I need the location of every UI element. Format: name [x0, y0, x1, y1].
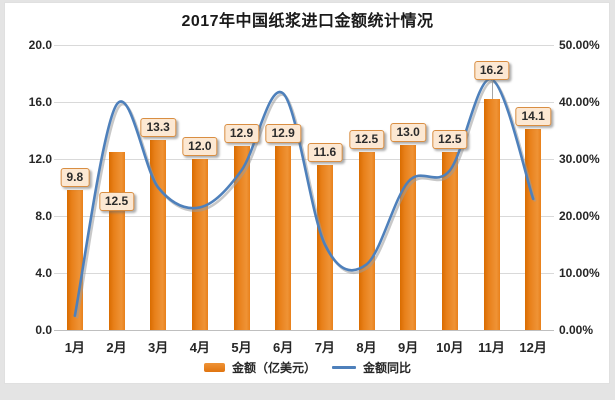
amount-bar	[150, 140, 167, 330]
x-axis-label: 5月	[231, 340, 252, 355]
label-callout-line	[491, 80, 493, 100]
gridline	[54, 159, 554, 160]
gridline	[54, 216, 554, 217]
x-axis-label: 12月	[519, 340, 547, 355]
left-axis-tick-label: 4.0	[35, 266, 52, 280]
bar-value-label: 13.0	[390, 122, 426, 142]
bar-value-label: 11.6	[307, 142, 343, 162]
bar-value-label: 9.8	[60, 168, 90, 188]
legend-item-yoy: 金额同比	[332, 359, 411, 376]
bar-value-label: 12.0	[182, 137, 218, 156]
amount-bar	[441, 151, 458, 330]
gridline	[54, 102, 554, 103]
gridline	[54, 273, 554, 274]
gridline	[54, 45, 554, 46]
left-axis-tick-label: 16.0	[28, 95, 52, 109]
right-axis-tick-label: 0.00%	[559, 323, 594, 337]
x-axis-label: 6月	[273, 340, 294, 355]
left-axis-tick-label: 12.0	[28, 152, 52, 166]
bar-value-label: 12.9	[223, 124, 260, 144]
bar-value-label: 16.2	[473, 61, 510, 81]
bar-value-label: 13.3	[140, 118, 176, 138]
x-axis-label: 10月	[436, 340, 464, 355]
amount-bar	[525, 129, 542, 330]
x-axis-label: 11月	[478, 340, 505, 355]
amount-bar	[233, 146, 250, 330]
amount-bar	[191, 159, 208, 330]
right-axis-tick-label: 10.00%	[559, 266, 600, 280]
amount-bar	[400, 144, 417, 330]
bar-value-label: 12.5	[348, 129, 385, 149]
bar-value-label: 12.9	[265, 124, 301, 144]
x-axis-label: 3月	[148, 340, 169, 355]
legend-item-amount: 金额（亿美元）	[203, 359, 316, 376]
bar-value-label: 14.1	[515, 107, 551, 127]
left-axis-tick-label: 8.0	[35, 209, 52, 223]
legend-label-amount: 金额（亿美元）	[231, 360, 316, 375]
right-axis-tick-label: 50.00%	[559, 38, 600, 52]
bar-value-label: 12.5	[432, 129, 468, 149]
x-axis-label: 4月	[189, 340, 210, 355]
x-axis-label: 7月	[314, 340, 335, 355]
amount-bar	[66, 190, 83, 330]
left-axis-tick-label: 0.0	[35, 323, 52, 337]
right-axis-tick-label: 40.00%	[559, 95, 600, 109]
legend-label-yoy: 金额同比	[363, 360, 412, 375]
amount-bar	[358, 151, 375, 330]
chart-panel	[4, 2, 610, 384]
right-axis-tick-label: 20.00%	[559, 209, 600, 223]
amount-bar	[108, 151, 125, 330]
amount-bar	[316, 164, 333, 330]
x-axis-line	[54, 330, 554, 331]
bar-value-label: 12.5	[98, 191, 135, 211]
x-axis-label: 1月	[64, 340, 85, 355]
chart-title: 2017年中国纸浆进口金额统计情况	[181, 13, 434, 30]
x-axis-label: 8月	[356, 340, 377, 355]
right-axis-tick-label: 30.00%	[559, 152, 600, 166]
x-axis-label: 9月	[398, 340, 419, 355]
amount-bar	[483, 99, 500, 330]
left-axis-tick-label: 20.0	[28, 38, 52, 52]
line-series-swatch-icon	[332, 365, 356, 369]
x-axis-label: 2月	[106, 340, 127, 355]
legend: 金额（亿美元） 金额同比	[0, 357, 615, 377]
bar-series-swatch-icon	[203, 362, 225, 372]
amount-bar	[275, 146, 292, 330]
